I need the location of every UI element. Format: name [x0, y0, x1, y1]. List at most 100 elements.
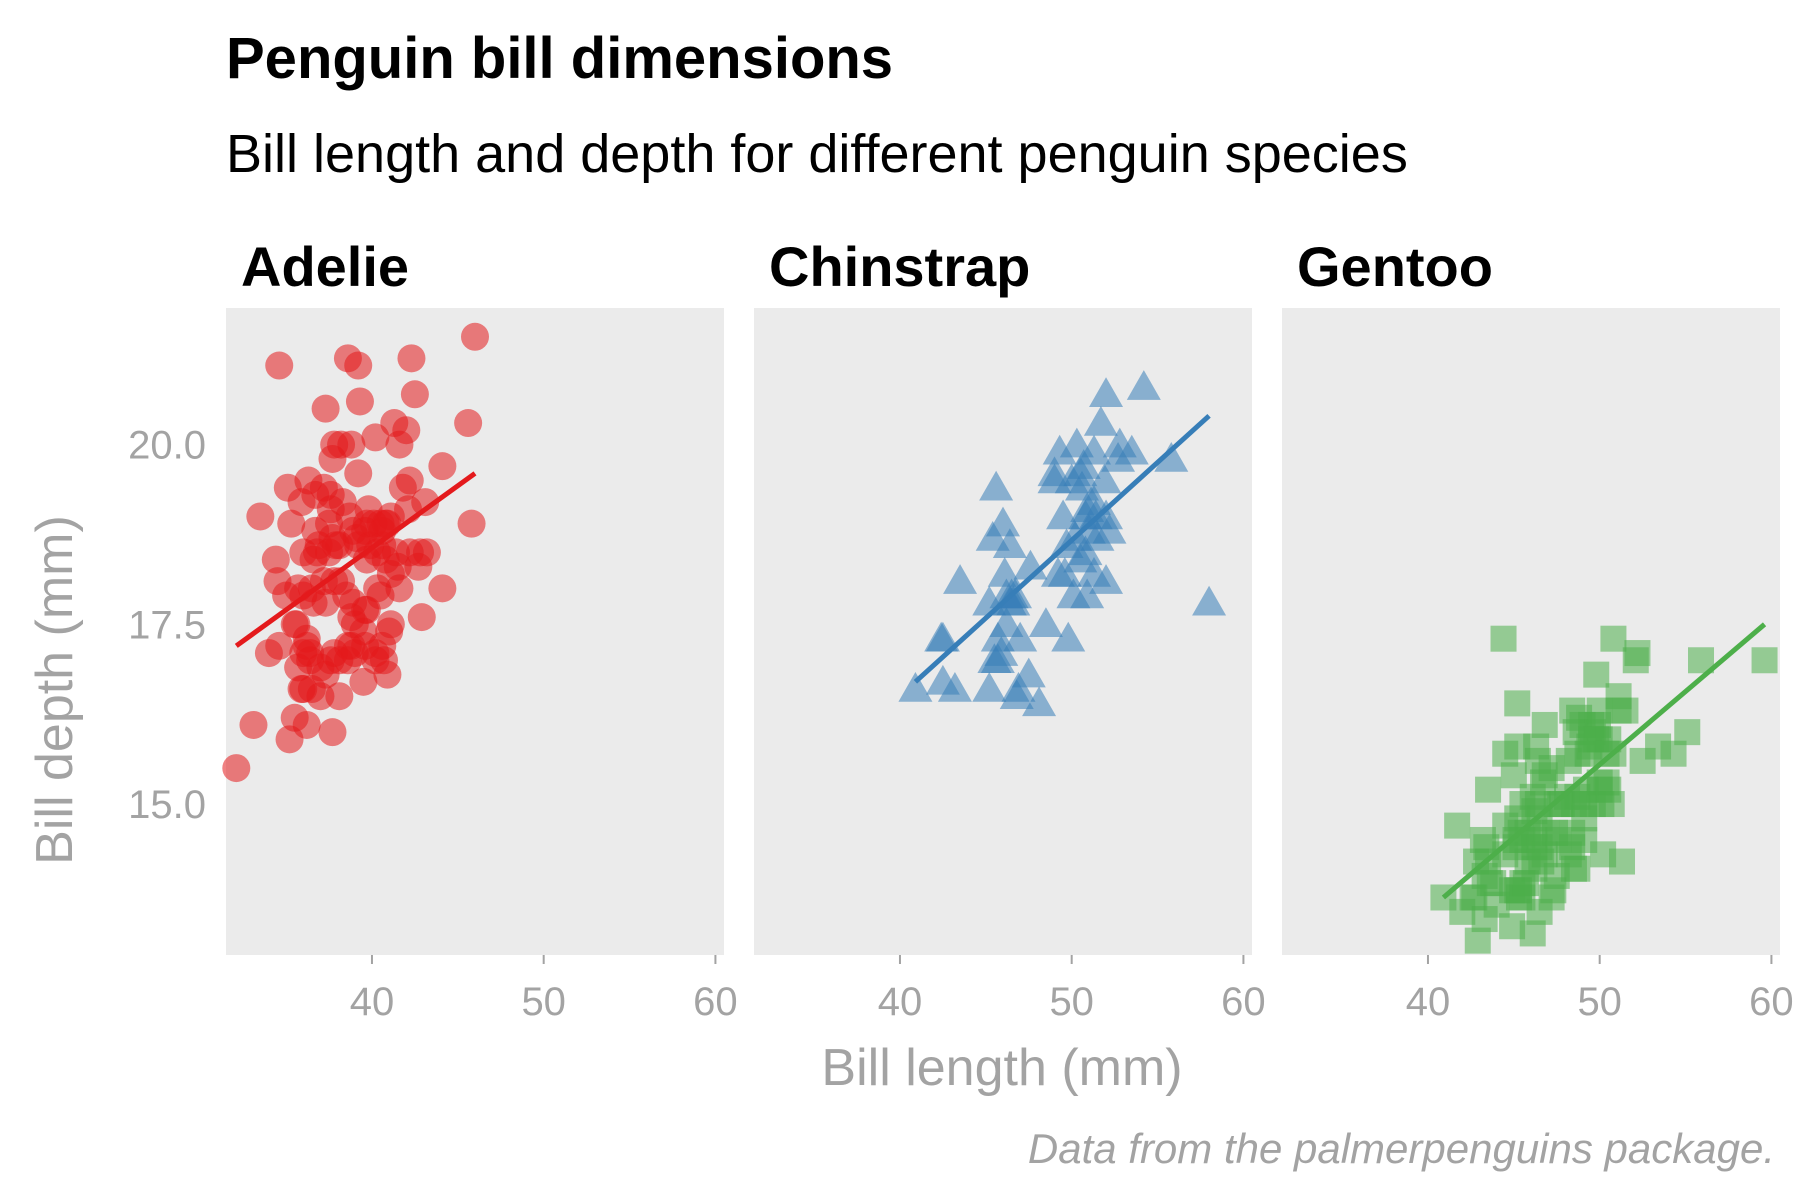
chart-title: Penguin bill dimensions [226, 26, 893, 91]
data-point [428, 452, 457, 481]
chart-subtitle: Bill length and depth for different peng… [226, 124, 1408, 184]
data-point [325, 682, 354, 711]
data-point [246, 502, 275, 531]
y-tick-label: 15.0 [128, 783, 206, 827]
data-point [1609, 848, 1636, 875]
y-tick-label: 20.0 [128, 424, 206, 468]
data-point [344, 459, 373, 488]
x-tick-label: 40 [878, 980, 923, 1024]
data-point [1154, 441, 1189, 472]
chart-caption: Data from the palmerpenguins package. [1028, 1125, 1775, 1172]
data-point [1022, 686, 1057, 717]
data-point [454, 409, 483, 438]
data-point [261, 545, 290, 574]
data-point [461, 322, 489, 351]
data-point [265, 631, 294, 660]
x-tick-label: 60 [693, 980, 738, 1024]
data-point [1089, 377, 1124, 408]
data-point [937, 672, 972, 702]
data-point [1059, 427, 1094, 458]
data-point [265, 351, 294, 380]
data-point [1083, 406, 1118, 436]
data-point [397, 344, 426, 373]
data-point [1077, 434, 1112, 465]
x-tick-label: 60 [1749, 980, 1794, 1024]
data-point [1531, 711, 1558, 738]
facet-label: Gentoo [1297, 235, 1493, 298]
data-point [239, 710, 268, 739]
data-point [1011, 657, 1046, 688]
x-axis-title: Bill length (mm) [821, 1039, 1182, 1097]
data-point [392, 416, 421, 445]
x-tick-label: 50 [1049, 980, 1094, 1024]
y-axis-title: Bill depth (mm) [26, 515, 84, 865]
data-point [1751, 647, 1778, 674]
data-point [311, 394, 340, 423]
data-point [984, 636, 1019, 666]
x-tick-label: 40 [350, 980, 395, 1024]
data-point [1028, 607, 1063, 638]
data-point [1089, 564, 1124, 594]
data-point [1003, 621, 1038, 652]
data-point [395, 466, 424, 495]
facet-panel-gentoo: Gentoo 40 50 60 [1282, 235, 1794, 1024]
data-point [1564, 855, 1591, 882]
data-point [345, 387, 374, 416]
data-point [1114, 434, 1149, 465]
data-point [1444, 812, 1471, 839]
trend-line [1441, 622, 1767, 900]
x-tick-label: 50 [521, 980, 566, 1024]
data-point [943, 564, 978, 594]
data-point [1624, 640, 1651, 667]
data-point [925, 621, 960, 652]
trend-line [234, 471, 477, 648]
data-point [1051, 621, 1086, 652]
data-point [292, 710, 321, 739]
data-point [412, 538, 441, 567]
trend-line [913, 413, 1211, 684]
facet-panel-adelie: Adelie 40 50 60 [222, 235, 738, 1024]
data-point [992, 528, 1027, 558]
data-point [411, 488, 440, 517]
data-point [385, 574, 414, 603]
data-point [1092, 513, 1127, 544]
data-point [428, 574, 457, 603]
data-point [987, 556, 1022, 587]
data-point [979, 470, 1014, 501]
data-point [989, 607, 1024, 638]
data-point [1504, 690, 1531, 717]
data-point [986, 506, 1020, 537]
data-point [222, 754, 251, 783]
data-point [1192, 585, 1227, 616]
data-point [318, 718, 347, 747]
data-point [1475, 776, 1502, 803]
data-point [349, 667, 378, 696]
data-point [337, 430, 366, 459]
x-tick-label: 60 [1221, 980, 1266, 1024]
data-point [344, 351, 373, 380]
data-point [1126, 370, 1161, 400]
data-point [277, 509, 306, 538]
facet-label: Adelie [241, 235, 409, 298]
facet-label: Chinstrap [769, 235, 1030, 298]
data-point [1089, 499, 1124, 530]
data-point [1087, 463, 1122, 494]
data-point [407, 603, 436, 632]
x-tick-label: 50 [1577, 980, 1622, 1024]
data-point [457, 509, 486, 538]
x-tick-label: 40 [1406, 980, 1451, 1024]
data-point [1070, 578, 1105, 609]
data-point [1600, 625, 1627, 652]
data-point [1598, 791, 1625, 818]
data-point [972, 672, 1007, 702]
data-point [1674, 719, 1701, 746]
data-point [1037, 456, 1072, 487]
data-point [373, 660, 402, 689]
data-point [1583, 661, 1610, 688]
data-point [400, 380, 429, 409]
y-tick-label: 17.5 [128, 603, 206, 647]
facet-panel-chinstrap: Chinstrap 40 50 60 [754, 235, 1266, 1024]
data-point [1612, 697, 1639, 724]
